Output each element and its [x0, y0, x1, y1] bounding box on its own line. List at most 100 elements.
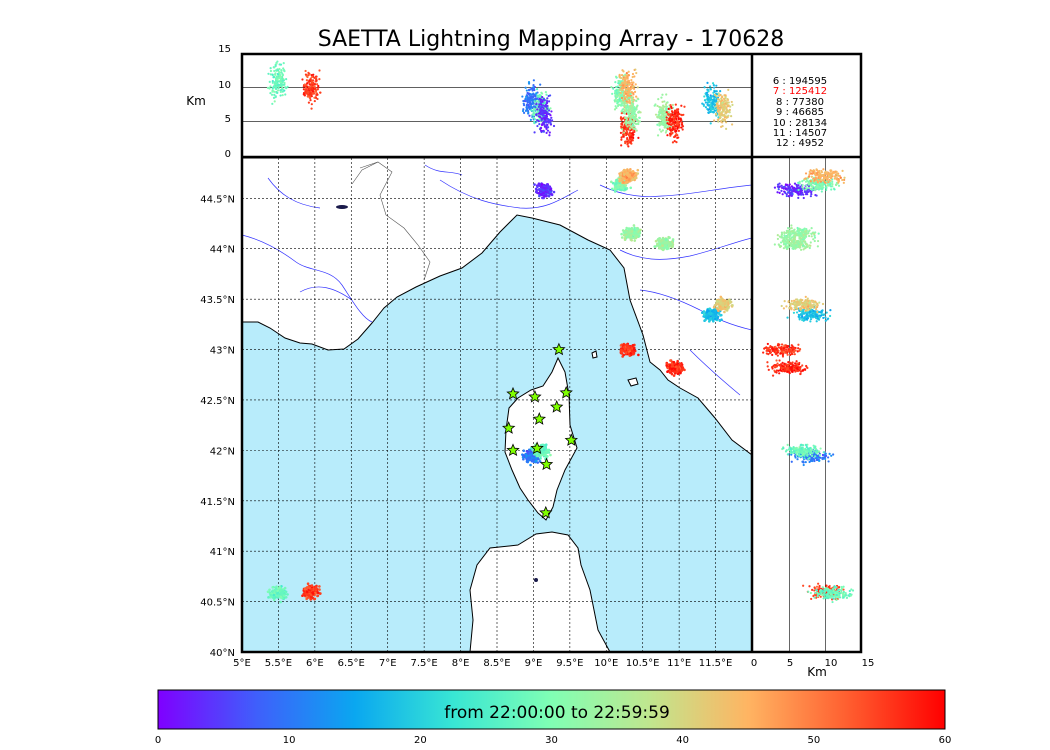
top-source-point	[730, 115, 733, 118]
top-source-point	[625, 121, 628, 124]
top-source-point	[659, 106, 662, 109]
top-source-point	[623, 104, 626, 107]
top-source-point	[304, 91, 307, 94]
top-source-point	[536, 124, 539, 128]
map-source-point	[633, 239, 637, 242]
top-source-point	[536, 97, 539, 100]
map-source-point	[549, 190, 552, 194]
map-source-point	[537, 191, 541, 195]
map-source-point	[629, 186, 633, 190]
side-source-point	[801, 186, 804, 189]
top-source-point	[707, 111, 710, 114]
top-source-point	[721, 121, 724, 124]
top-source-point	[720, 125, 723, 128]
map-source-point	[624, 233, 628, 236]
side-source-point	[802, 188, 805, 191]
top-source-point	[725, 101, 728, 104]
map-source-point	[622, 353, 625, 357]
top-source-point	[663, 110, 667, 113]
top-source-point	[726, 103, 729, 106]
top-source-point	[618, 93, 621, 96]
top-source-point	[273, 85, 276, 88]
side-source-point	[796, 458, 799, 461]
top-source-point	[532, 79, 535, 82]
side-source-point	[780, 184, 783, 187]
top-source-point	[531, 89, 534, 92]
map-source-point	[536, 461, 540, 464]
map-source-point	[267, 596, 270, 599]
top-source-point	[627, 83, 630, 86]
top-source-point	[629, 120, 632, 123]
map-source-point	[276, 589, 279, 592]
top-source-point	[549, 121, 552, 124]
top-source-point	[532, 83, 535, 87]
top-source-point	[546, 117, 549, 120]
top-source-point	[724, 94, 727, 97]
top-source-point	[528, 96, 531, 99]
top-source-point	[633, 127, 636, 130]
side-source-point	[780, 189, 783, 193]
top-source-point	[540, 117, 543, 120]
top-source-point	[717, 120, 720, 123]
map-source-point	[529, 446, 533, 450]
top-source-point	[666, 134, 669, 137]
top-source-point	[677, 129, 681, 132]
side-source-point	[788, 183, 791, 186]
lat-tick: 42°N	[210, 446, 235, 457]
map-source-point	[542, 448, 546, 451]
map-source-point	[530, 459, 534, 463]
map-source-point	[533, 183, 536, 186]
top-source-point	[672, 135, 676, 139]
top-source-point	[711, 82, 715, 85]
side-source-point	[831, 183, 834, 186]
top-source-point	[660, 130, 663, 133]
river-1	[242, 234, 373, 323]
top-source-point	[712, 83, 715, 87]
top-source-point	[670, 118, 673, 121]
top-source-point	[622, 101, 625, 104]
top-source-point	[527, 81, 531, 84]
top-source-point	[664, 131, 667, 134]
top-source-point	[631, 72, 635, 76]
top-source-point	[624, 79, 627, 82]
top-source-point	[658, 110, 661, 113]
top-source-point	[544, 103, 547, 106]
top-source-point	[656, 104, 659, 108]
top-source-point	[710, 108, 713, 111]
side-panel-background	[753, 158, 861, 652]
top-source-point	[716, 107, 720, 110]
top-source-point	[313, 88, 316, 91]
map-source-point	[276, 592, 279, 595]
top-source-point	[538, 103, 541, 106]
top-source-point	[670, 110, 674, 113]
top-source-point	[614, 105, 617, 108]
map-source-point	[534, 187, 538, 191]
lat-tick: 43°N	[210, 346, 235, 357]
top-source-point	[632, 99, 635, 102]
lake-sardinia	[534, 578, 538, 582]
top-source-point	[273, 69, 276, 73]
side-source-point	[792, 451, 795, 454]
map-source-point	[620, 350, 623, 354]
top-source-point	[271, 80, 274, 83]
top-source-point	[545, 121, 548, 124]
top-source-point	[279, 82, 283, 86]
top-source-point	[681, 125, 685, 128]
top-source-point	[547, 94, 550, 98]
river-8	[689, 349, 741, 396]
top-source-point	[550, 110, 553, 113]
legend-entry-6: 6 : 194595	[773, 76, 827, 87]
top-source-point	[524, 86, 527, 89]
top-source-point	[623, 125, 626, 128]
top-source-point	[540, 123, 544, 127]
side-source-point	[812, 444, 815, 447]
top-source-point	[540, 111, 543, 114]
top-source-point	[540, 113, 543, 116]
map-source-point	[653, 245, 656, 248]
side-source-point	[811, 186, 814, 189]
side-source-point	[791, 186, 794, 189]
top-source-point	[529, 93, 532, 96]
map-source-point	[534, 456, 538, 460]
top-source-point	[658, 116, 662, 120]
map-source-point	[731, 304, 734, 307]
